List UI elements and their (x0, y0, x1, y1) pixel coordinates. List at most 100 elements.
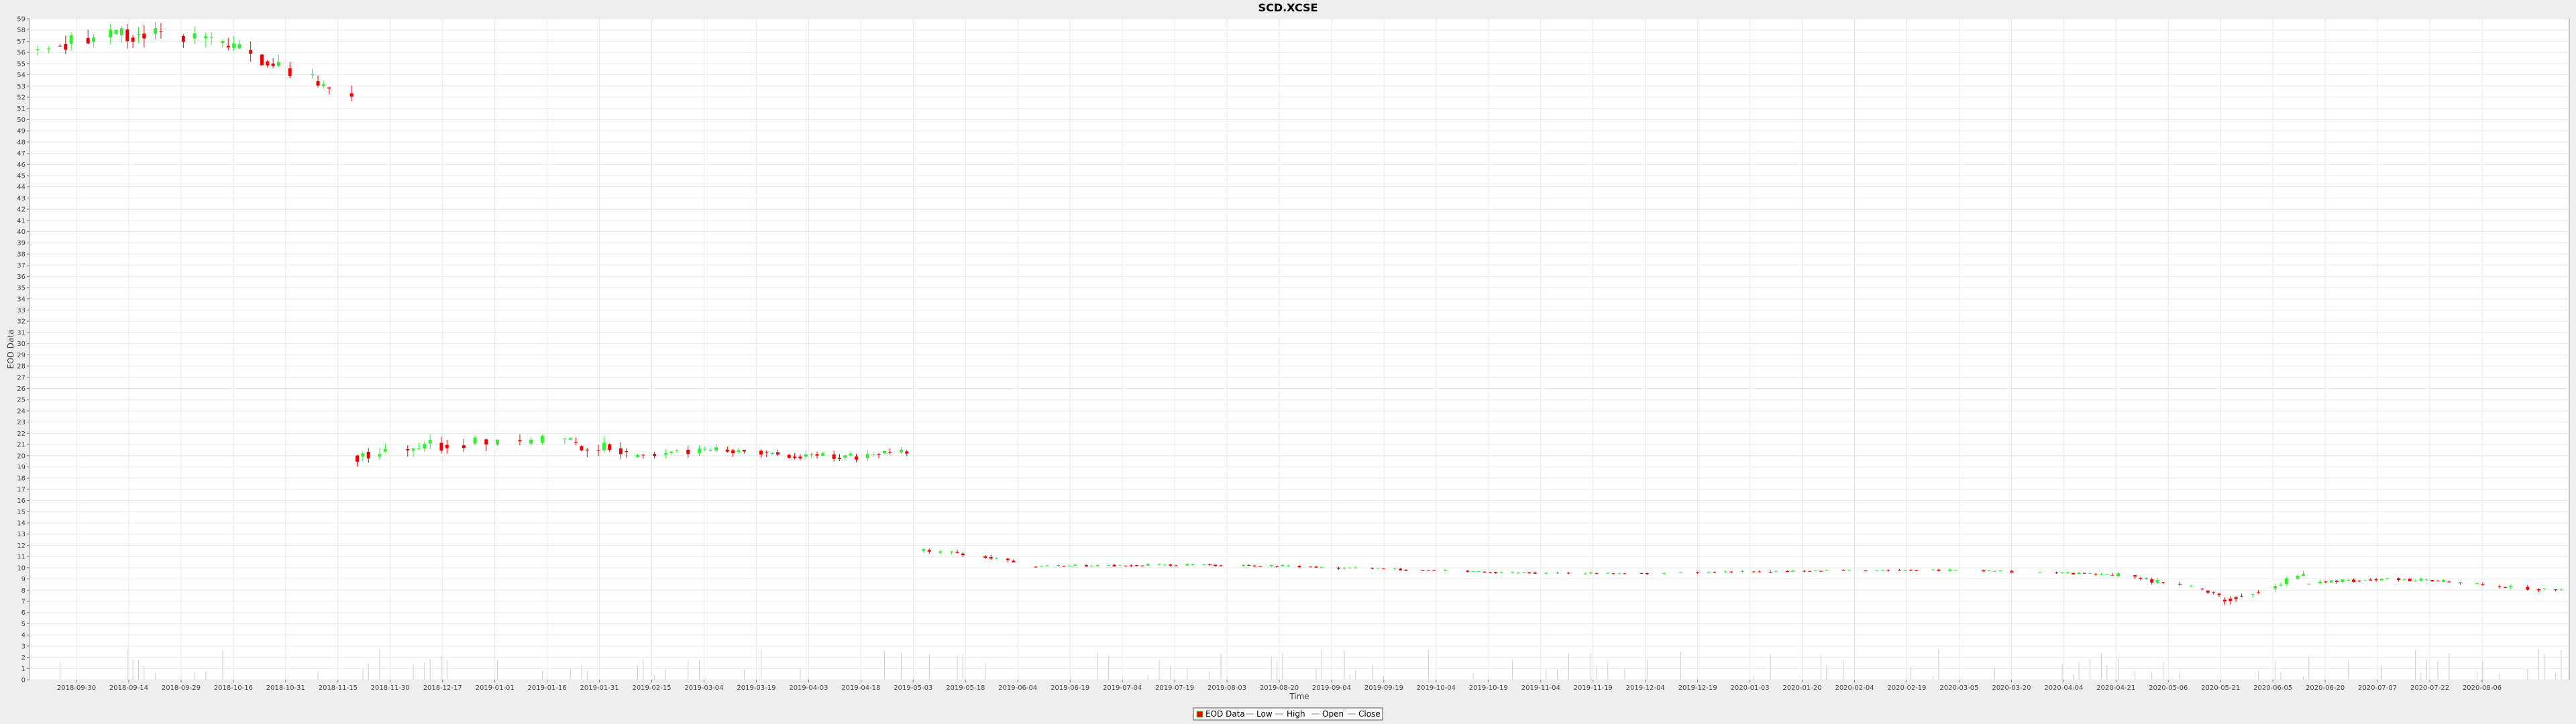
candle-body (686, 449, 690, 455)
candle-body (1208, 564, 1212, 565)
x-tick-label: 2019-04-03 (789, 684, 828, 692)
y-tick-label: 4 (21, 632, 25, 640)
y-tick-label: 17 (17, 486, 25, 493)
candle-body (496, 439, 500, 445)
y-tick-label: 28 (17, 363, 25, 371)
x-tick-label: 2020-04-04 (2044, 684, 2083, 692)
candle-body (1813, 570, 1817, 571)
candle-body (1802, 570, 1806, 572)
candle-body (2554, 589, 2558, 591)
candle-body (843, 455, 847, 458)
candle-body (1057, 565, 1061, 566)
candle-body (776, 452, 780, 455)
legend-label-eod: EOD Data (1205, 709, 1245, 719)
y-tick-label: 12 (17, 542, 25, 550)
candle-body (540, 436, 544, 443)
candle-body (877, 454, 881, 455)
candle-body (445, 444, 449, 448)
candle-body (1987, 570, 1991, 572)
candle-body (1269, 564, 1273, 566)
candle-body (1084, 564, 1088, 567)
candle-body (832, 454, 836, 459)
candle-body (905, 451, 909, 454)
candle-body (47, 48, 51, 50)
candle-body (1247, 564, 1251, 566)
candle-body (125, 29, 129, 42)
candle-body (1432, 570, 1436, 571)
candle-body (770, 452, 774, 454)
candle-body (1937, 569, 1941, 571)
candle-body (938, 551, 943, 553)
x-tick-label: 2020-07-07 (2358, 684, 2397, 692)
candle-body (955, 552, 959, 553)
x-tick-label: 2020-03-05 (1939, 684, 1978, 692)
y-tick-label: 38 (17, 251, 25, 258)
candle-body (1494, 572, 1498, 574)
candle-body (1169, 564, 1173, 566)
candle-body (1595, 573, 1599, 575)
y-tick-label: 26 (17, 385, 25, 393)
candle-body (1398, 568, 1402, 570)
y-tick-label: 33 (17, 307, 25, 314)
x-tick-label: 2019-06-19 (1051, 684, 1089, 692)
candle-body (563, 438, 567, 440)
x-tick-label: 2020-01-20 (1783, 684, 1822, 692)
x-tick-label: 2018-10-31 (266, 684, 305, 692)
candle-body (2346, 580, 2350, 581)
candle-body (619, 448, 623, 455)
candle-body (1471, 570, 1475, 572)
candle-body (2352, 579, 2356, 582)
y-tick-label: 7 (21, 599, 25, 606)
candle-body (1426, 570, 1430, 571)
candle-body (2133, 575, 2137, 577)
candle-body (2072, 572, 2076, 575)
x-tick-label: 2019-05-03 (894, 684, 932, 692)
y-tick-label: 52 (17, 94, 25, 101)
candle-body (473, 437, 477, 444)
candle-body (2055, 572, 2059, 574)
candle-body (636, 455, 640, 457)
candle-body (2094, 574, 2098, 575)
x-tick-label: 2020-05-06 (2149, 684, 2188, 692)
candle-body (568, 438, 572, 440)
grid-lines (30, 18, 2569, 680)
y-tick-label: 29 (17, 352, 25, 359)
candle-body (1948, 569, 1952, 571)
candle-body (288, 68, 292, 76)
candle-body (1112, 564, 1116, 566)
candle-body (361, 453, 365, 457)
candle-body (714, 447, 718, 451)
y-tick-label: 42 (17, 206, 25, 214)
x-tick-label: 2020-05-21 (2201, 684, 2240, 692)
candle-body (311, 74, 315, 76)
x-tick-label: 2019-12-04 (1626, 684, 1665, 692)
candle-body (2206, 590, 2210, 593)
candle-body (2139, 578, 2143, 579)
candle-body (271, 63, 275, 66)
candle-body (1107, 564, 1111, 566)
candle-body (1314, 566, 1318, 568)
candle-body (804, 454, 808, 457)
candle-body (1544, 572, 1548, 574)
candle-body (697, 448, 701, 453)
candle-body (1320, 567, 1324, 568)
candle-body (961, 553, 965, 556)
candle-body (321, 84, 325, 86)
x-tick-label: 2019-08-03 (1208, 684, 1246, 692)
candle-body (2257, 592, 2261, 593)
candle-body (36, 49, 40, 50)
candle-body (1740, 570, 1744, 572)
candle-body (2424, 579, 2428, 581)
candle-body (580, 446, 584, 450)
candle-body (209, 37, 213, 38)
x-tick-label: 2019-10-04 (1417, 684, 1456, 692)
y-tick-label: 20 (17, 452, 25, 460)
x-tick-label: 2019-01-31 (580, 684, 619, 692)
candle-body (1174, 565, 1178, 566)
x-tick-label: 2018-11-15 (319, 684, 358, 692)
y-tick-label: 44 (17, 184, 25, 191)
y-tick-label: 39 (17, 240, 25, 247)
candle-body (237, 44, 241, 49)
candle-body (131, 38, 135, 42)
candle-body (1129, 565, 1133, 566)
